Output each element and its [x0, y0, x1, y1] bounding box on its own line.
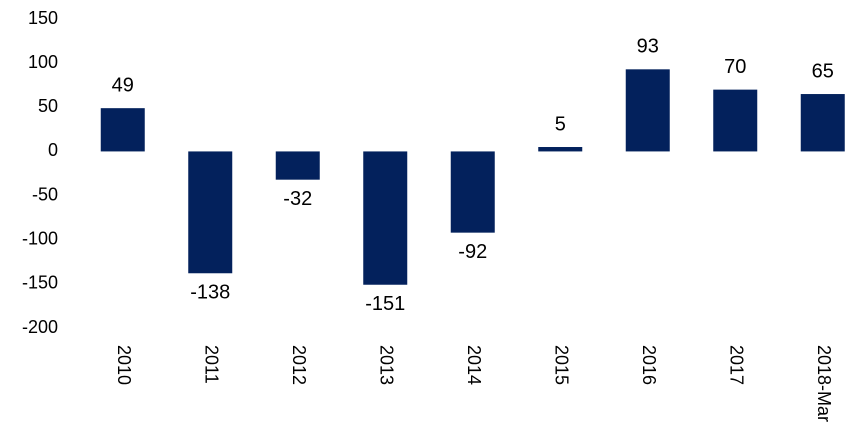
- bar: [713, 89, 758, 152]
- y-tick-label: 50: [38, 96, 58, 116]
- bar: [100, 108, 145, 152]
- data-label: -92: [458, 241, 487, 263]
- bar: [188, 151, 233, 274]
- x-tick-label: 2014: [464, 345, 484, 385]
- bar: [538, 147, 583, 152]
- x-tick-label: 2015: [552, 345, 572, 385]
- y-tick-label: 0: [48, 140, 58, 160]
- x-tick-label: 2011: [202, 345, 222, 384]
- x-tick-label: 2017: [727, 345, 747, 385]
- x-tick-label: 2012: [289, 345, 309, 385]
- x-tick-label: 2016: [639, 345, 659, 385]
- y-tick-label: -150: [22, 273, 58, 293]
- data-label: 49: [112, 74, 134, 96]
- data-label: 93: [637, 36, 659, 58]
- data-label: 65: [812, 60, 834, 82]
- bar: [625, 69, 670, 152]
- y-tick-label: -100: [22, 228, 58, 248]
- data-label: 70: [724, 56, 746, 78]
- x-tick-label: 2010: [114, 345, 134, 385]
- data-label: -151: [365, 293, 405, 315]
- y-tick-label: -50: [32, 184, 58, 204]
- bar: [275, 151, 320, 180]
- x-tick-label: 2018-Mar: [814, 345, 834, 422]
- y-tick-label: 150: [28, 8, 58, 28]
- bar: [363, 151, 408, 285]
- y-tick-label: 100: [28, 52, 58, 72]
- x-tick-label: 2013: [377, 345, 397, 385]
- data-label: 5: [555, 113, 566, 135]
- bar: [800, 94, 845, 152]
- y-tick-label: -200: [22, 317, 58, 337]
- bar: [450, 151, 495, 233]
- data-label: -138: [190, 282, 230, 304]
- data-label: -32: [283, 188, 312, 210]
